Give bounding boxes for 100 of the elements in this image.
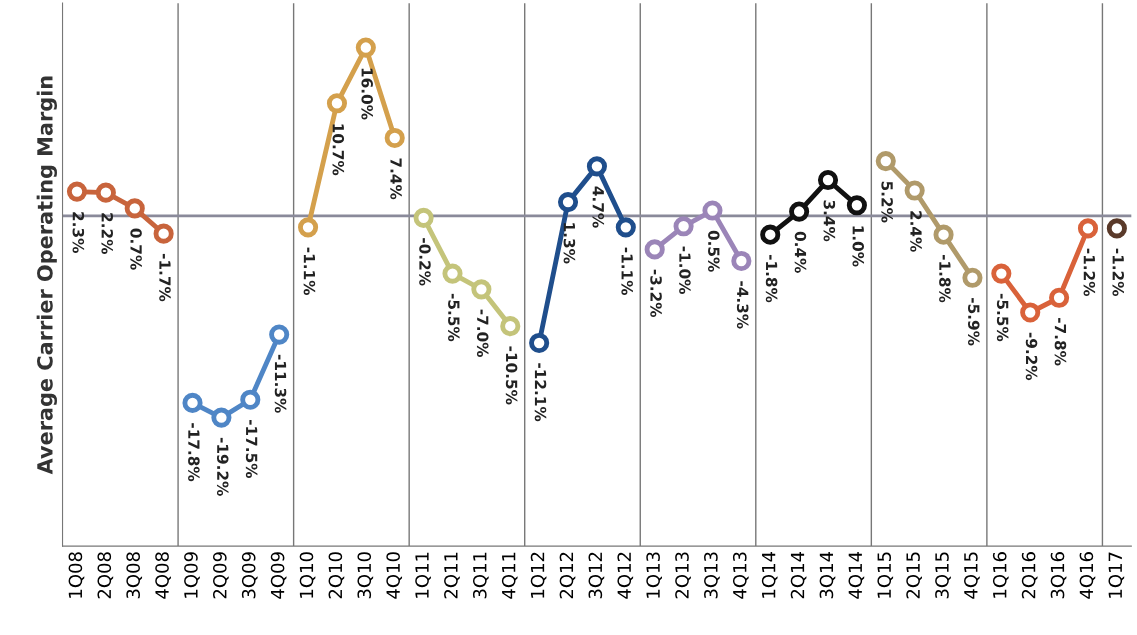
data-label: -1.0%: [679, 246, 691, 294]
point: [240, 389, 261, 410]
data-label: -17.5%: [245, 420, 258, 479]
x-tick-label: 3Q13: [704, 552, 720, 599]
x-tick-label: 2Q15: [906, 552, 922, 599]
x-tick-label: 3Q12: [588, 552, 605, 599]
x-tick-label: 1Q13: [646, 552, 663, 598]
data-label: 0.5%: [708, 230, 720, 272]
x-tick-label: 3Q10: [357, 552, 374, 599]
point: [817, 169, 839, 191]
data-label: 0.4%: [794, 231, 807, 273]
point: [182, 392, 203, 413]
data-label: 10.7%: [332, 124, 345, 176]
data-label: -1.7%: [159, 253, 171, 302]
data-label: -1.2%: [1112, 248, 1124, 297]
x-tick-label: 4Q13: [732, 552, 749, 599]
point: [615, 217, 636, 238]
data-label: 3.4%: [823, 200, 836, 242]
point: [413, 207, 434, 228]
point: [731, 250, 752, 272]
data-label: 1.0%: [852, 226, 865, 267]
point: [1106, 218, 1127, 239]
point: [269, 324, 290, 345]
point: [644, 239, 665, 260]
data-label: -9.2%: [1025, 332, 1038, 381]
x-tick-label: 2Q11: [444, 552, 460, 599]
point: [1020, 302, 1041, 323]
data-label: -5.5%: [996, 293, 1009, 342]
x-tick-label: 2Q09: [212, 552, 229, 599]
data-label: -1.1%: [621, 247, 633, 295]
x-tick-label: 1Q16: [992, 552, 1009, 598]
data-label: 1.3%: [563, 223, 576, 264]
data-label: -5.5%: [448, 293, 460, 342]
point: [326, 93, 348, 114]
point: [153, 223, 174, 244]
x-tick-label: 4Q10: [386, 552, 403, 599]
point: [1077, 218, 1099, 239]
point: [557, 192, 579, 213]
data-label: -5.9%: [968, 298, 980, 346]
x-tick-label: 4Q09: [270, 552, 287, 599]
data-label: 2.2%: [101, 213, 113, 254]
point: [298, 217, 319, 238]
x-tick-label: 4Q16: [1079, 552, 1096, 599]
x-tick-label: 1Q14: [761, 551, 778, 598]
point: [471, 279, 492, 300]
x-tick-label: 2Q14: [790, 551, 807, 599]
point: [760, 224, 781, 245]
x-tick-label: 4Q08: [155, 552, 171, 599]
point: [789, 201, 810, 222]
x-tick-label: 1Q11: [415, 552, 431, 598]
data-label: -10.5%: [505, 346, 518, 405]
x-tick-label: 3Q08: [126, 552, 143, 599]
point: [673, 216, 694, 237]
point: [991, 263, 1012, 284]
data-label: -17.8%: [188, 423, 200, 482]
data-label: -1.8%: [939, 254, 951, 303]
data-label: -7.8%: [1054, 318, 1067, 366]
data-label: 2.4%: [910, 211, 922, 252]
x-tick-label: 1Q15: [877, 552, 894, 598]
data-label: -12.1%: [534, 363, 547, 422]
x-tick-label: 2Q08: [97, 552, 114, 599]
point: [933, 224, 954, 245]
point: [1049, 287, 1070, 308]
data-label: 5.2%: [881, 181, 893, 223]
x-tick-label: 3Q14: [819, 551, 836, 599]
data-label: 2.3%: [72, 212, 85, 253]
data-label: -7.0%: [476, 309, 489, 358]
point: [702, 200, 723, 221]
x-tick-label: 3Q09: [241, 552, 258, 599]
x-tick-label: 1Q10: [299, 552, 316, 598]
point: [962, 267, 983, 288]
point: [384, 127, 405, 149]
point: [124, 198, 145, 219]
x-tick-label: 1Q08: [68, 552, 85, 598]
data-label: -1.2%: [1083, 248, 1096, 297]
x-tick-label: 4Q14: [848, 551, 865, 599]
data-label: -3.2%: [650, 269, 662, 318]
point: [442, 263, 463, 284]
data-label: -1.1%: [303, 247, 316, 295]
point: [66, 181, 88, 202]
data-label: 4.7%: [592, 186, 605, 228]
x-tick-label: 4Q11: [501, 552, 518, 599]
point: [846, 195, 867, 216]
x-tick-label: 3Q15: [935, 552, 951, 599]
data-label: -1.8%: [765, 254, 778, 303]
x-tick-label: 4Q15: [964, 552, 980, 599]
point: [95, 182, 116, 203]
x-tick-label: 3Q16: [1050, 552, 1067, 599]
point: [211, 407, 232, 428]
x-tick-label: 2Q10: [328, 552, 345, 599]
x-tick-label: 1Q12: [530, 552, 547, 598]
point: [904, 180, 925, 201]
data-label: -0.2%: [419, 238, 431, 286]
x-tick-label: 2Q12: [559, 552, 576, 599]
data-label: 0.7%: [130, 228, 142, 270]
data-label: -4.3%: [736, 281, 749, 329]
x-tick-label: 3Q11: [472, 552, 489, 599]
point: [500, 316, 521, 337]
x-tick-label: 1Q09: [184, 552, 200, 598]
x-tick-label: 4Q12: [617, 552, 634, 599]
